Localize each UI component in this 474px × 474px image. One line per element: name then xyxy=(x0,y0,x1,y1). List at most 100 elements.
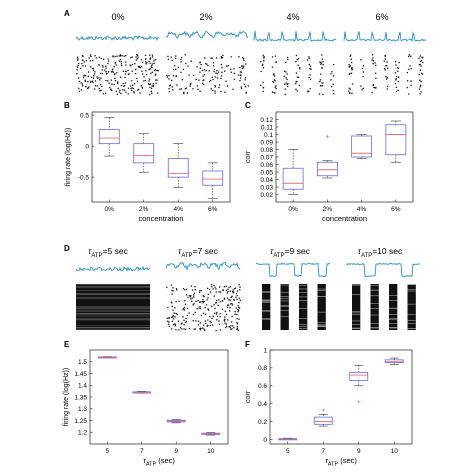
raster-a-1-dot xyxy=(214,90,216,92)
raster-a-0-dot xyxy=(101,64,104,67)
x-tick-label-e: 7 xyxy=(140,448,144,455)
x-tick-label-f: 7 xyxy=(321,448,325,455)
raster-d-1-dot xyxy=(239,289,241,291)
raster-a-2-dot xyxy=(285,77,287,79)
y-tick-label-c: 0.11 xyxy=(261,124,274,131)
condition-label-d-0: τATP=5 sec xyxy=(88,246,128,259)
raster-d-1-dot xyxy=(185,320,187,323)
raster-a-2-dot xyxy=(295,81,297,83)
raster-a-0-dot xyxy=(94,55,96,57)
raster-a-0-dot xyxy=(120,61,122,63)
raster-d-1-dot xyxy=(237,305,239,307)
raster-a-2-dot xyxy=(275,61,277,64)
raster-d-1-dot xyxy=(230,296,232,298)
raster-d-1-dot xyxy=(232,325,234,327)
x-tick-label-b: 2% xyxy=(139,206,149,213)
raster-d-1-dot xyxy=(171,320,173,322)
raster-d-1-dot xyxy=(185,294,188,296)
x-tick-label-b: 0% xyxy=(105,206,115,213)
box-f-1 xyxy=(313,408,333,427)
raster-a-1-dot xyxy=(247,85,249,87)
raster-a-1-dot xyxy=(180,71,182,73)
raster-a-1-dot xyxy=(180,61,182,63)
raster-a-0-dot xyxy=(135,56,137,58)
raster-a-0-dot xyxy=(115,64,117,66)
raster-a-3-dot xyxy=(351,61,353,64)
box-b-1 xyxy=(133,133,155,173)
y-tick-label-c: 0.07 xyxy=(260,154,273,161)
raster-a-3-dot xyxy=(410,55,412,57)
raster-a-0-dot xyxy=(82,85,84,87)
raster-a-3-dot xyxy=(383,60,385,62)
raster-a-0-dot xyxy=(148,83,150,85)
raster-a-0-dot xyxy=(141,70,143,72)
y-tick-label-b: 0.5 xyxy=(80,112,89,119)
raster-a-3-dot xyxy=(419,63,421,66)
trace-d-0 xyxy=(75,265,151,272)
y-tick-label-c: 0.03 xyxy=(260,184,273,191)
raster-d-3-burst xyxy=(352,284,361,330)
raster-a-1-dot xyxy=(214,86,216,88)
raster-d-1-dot xyxy=(199,322,201,324)
raster-d-1-dot xyxy=(190,285,193,287)
raster-a-0-dot xyxy=(113,66,115,68)
raster-a-0-dot xyxy=(139,92,141,94)
raster-a-3-dot xyxy=(410,80,412,82)
raster-a-0-dot xyxy=(114,77,116,79)
raster-a-0-dot xyxy=(105,79,107,82)
raster-a-1-dot xyxy=(220,63,222,66)
raster-a-1-dot xyxy=(212,89,214,92)
raster-d-1-dot xyxy=(229,310,231,312)
x-tick-label-c: 2% xyxy=(323,206,333,213)
raster-d-1-dot xyxy=(177,320,180,322)
raster-a-1-dot xyxy=(214,92,216,94)
raster-d-1-dot xyxy=(219,329,221,331)
raster-a-0-dot xyxy=(130,85,132,87)
raster-a-1-dot xyxy=(232,88,234,90)
raster-a-0-dot xyxy=(87,87,89,89)
raster-d-1-dot xyxy=(235,287,237,289)
raster-a-2-dot xyxy=(322,61,324,63)
raster-a-0-dot xyxy=(131,70,133,72)
raster-a-2-dot xyxy=(271,66,274,68)
raster-d-1-dot xyxy=(207,297,209,299)
raster-a-0-dot xyxy=(118,55,120,57)
raster-a-0-dot xyxy=(107,80,109,82)
raster-a-0-dot xyxy=(130,89,133,92)
raster-a-1-dot xyxy=(188,74,190,76)
raster-d-1-dot xyxy=(213,284,215,286)
raster-a-0-dot xyxy=(122,82,124,85)
raster-d-1-dot xyxy=(229,307,231,309)
raster-a-0-dot xyxy=(114,62,117,64)
raster-a-2-dot xyxy=(320,63,322,65)
raster-a-0-dot xyxy=(137,56,139,58)
box-iqr xyxy=(202,170,224,186)
raster-a-1-dot xyxy=(198,79,200,81)
raster-a-2-dot xyxy=(296,90,298,92)
raster-d-1-dot xyxy=(172,315,174,317)
raster-a-0-dot xyxy=(80,89,83,91)
raster-a-0-dot xyxy=(142,61,144,63)
raster-a-3-dot xyxy=(375,72,377,74)
raster-d-1-dot xyxy=(198,307,200,309)
raster-a-3-dot xyxy=(421,56,423,58)
raster-a-0-dot xyxy=(116,55,118,57)
raster-a-0-dot xyxy=(122,70,124,72)
y-tick-label-f: 0.8 xyxy=(258,365,267,372)
plot-frame-b xyxy=(91,111,231,203)
raster-a-1-dot xyxy=(220,77,222,79)
raster-a-0-dot xyxy=(130,65,132,67)
raster-a-0-dot xyxy=(151,85,153,87)
raster-a-0-dot xyxy=(136,80,139,82)
raster-d-1-dot xyxy=(239,286,241,288)
raster-a-0-dot xyxy=(85,85,87,88)
raster-a-2-dot xyxy=(307,91,309,93)
raster-a-3-dot xyxy=(386,65,388,67)
y-tick-label-c: 0.12 xyxy=(260,117,273,124)
raster-d-1-dot xyxy=(205,322,207,325)
raster-a-3-dot xyxy=(418,57,420,59)
raster-a-1-dot xyxy=(168,75,170,77)
raster-a-0-dot xyxy=(125,61,127,63)
raster-a-2-dot xyxy=(299,68,301,70)
raster-a-1-dot xyxy=(220,57,223,59)
